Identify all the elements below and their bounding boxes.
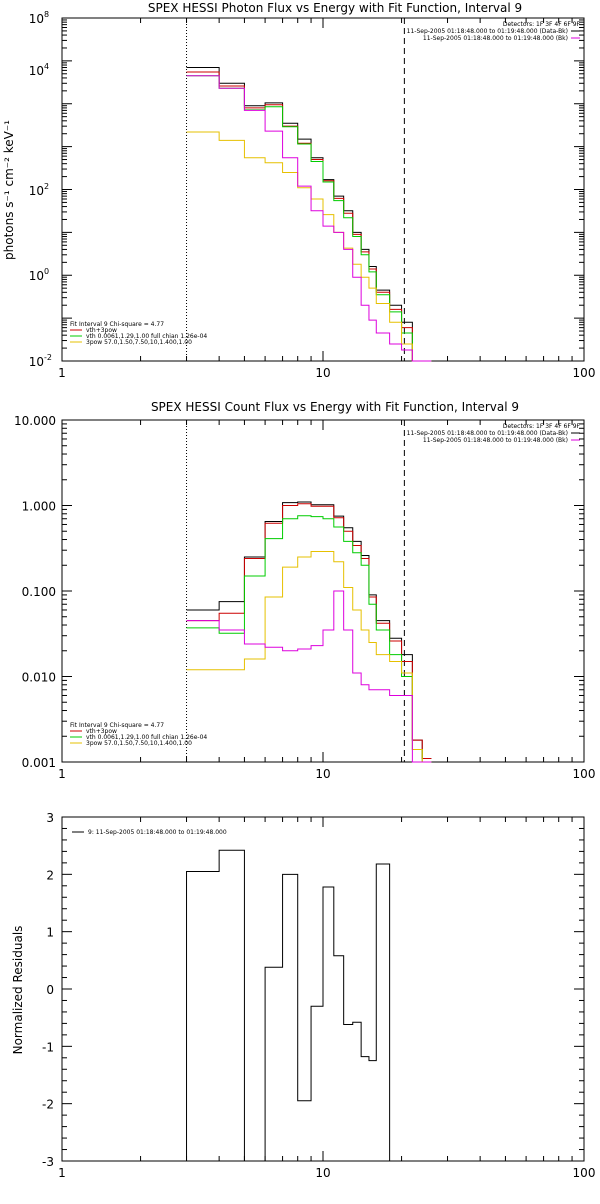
y-tick-label: 0 — [46, 983, 54, 997]
header-text: 11-Sep-2005 01:18:48.000 to 01:19:48.000… — [407, 430, 568, 437]
y-tick-label: 10 — [29, 184, 44, 198]
x-tick-label: 10 — [315, 366, 330, 380]
x-tick-label: 1 — [58, 366, 66, 380]
legend-title: Fit Interval 9 Chi-square = 4.77 — [70, 321, 164, 328]
y-tick-exponent: 4 — [44, 62, 49, 71]
header-text: 11-Sep-2005 01:18:48.000 to 01:19:48.000… — [407, 28, 568, 35]
y-tick-label: 2 — [46, 868, 54, 882]
legend-label: 3pow 57.0,1.50,7.50,10,1.400,1.00 — [86, 339, 192, 346]
y-tick-label: 0.100 — [22, 585, 56, 599]
legend-label: vth 0.0061,1.29,1.00 full chian 1.26e-04 — [86, 333, 207, 340]
y-tick-label: 3 — [46, 811, 54, 825]
series-line — [186, 590, 432, 763]
series-line — [186, 75, 432, 362]
x-tick-label: 10 — [315, 1166, 330, 1180]
y-tick-label: -1 — [42, 1040, 54, 1054]
y-tick-exponent: 2 — [44, 182, 49, 191]
header-text: Detectors: 1F 3F 4F 6F 9F — [503, 423, 581, 430]
series-line — [186, 67, 432, 362]
y-tick-exponent: 8 — [44, 10, 49, 19]
header-text: Detectors: 1F 3F 4F 6F 9F — [503, 21, 581, 28]
panel-title: SPEX HESSI Count Flux vs Energy with Fit… — [151, 400, 519, 414]
legend-label: vth 0.0061,1.29,1.00 full chian 1.26e-04 — [86, 734, 207, 741]
series-line — [186, 75, 432, 362]
x-tick-label: 100 — [573, 366, 596, 380]
series-line — [186, 71, 432, 362]
legend-label: 3pow 57.0,1.50,7.50,10,1.400,1.00 — [86, 740, 192, 747]
y-tick-label: 1 — [46, 926, 54, 940]
y-tick-label: 1.000 — [22, 500, 56, 514]
y-tick-exponent: -2 — [44, 353, 52, 362]
x-tick-label: 1 — [58, 767, 66, 781]
legend-label: vth+3pow — [86, 728, 117, 735]
series-line — [186, 515, 432, 763]
x-tick-label: 10 — [315, 767, 330, 781]
panel-title: SPEX HESSI Photon Flux vs Energy with Fi… — [148, 1, 522, 15]
y-tick-label: -2 — [42, 1098, 54, 1112]
photon-flux-panel: SPEX HESSI Photon Flux vs Energy with Fi… — [2, 1, 595, 380]
y-tick-label: 0.010 — [22, 671, 56, 685]
y-tick-exponent: 0 — [44, 267, 49, 276]
x-tick-label: 100 — [573, 767, 596, 781]
y-axis-label: photons s⁻¹ cm⁻² keV⁻¹ — [2, 120, 16, 260]
x-tick-label: 1 — [58, 1166, 66, 1180]
y-tick-label: 10 — [29, 355, 44, 369]
residuals-panel: Normalized Residuals 1 10 1003210-1-2-39: … — [11, 811, 595, 1180]
legend-title: Fit Interval 9 Chi-square = 4.77 — [70, 722, 164, 729]
header-text: 11-Sep-2005 01:18:48.000 to 01:19:48.000… — [423, 437, 568, 444]
y-tick-label: 10 — [29, 12, 44, 26]
legend-label: 9: 11-Sep-2005 01:18:48.000 to 01:19:48.… — [88, 829, 227, 836]
header-text: 11-Sep-2005 01:18:48.000 to 01:19:48.000… — [423, 35, 568, 42]
y-tick-label: -3 — [42, 1155, 54, 1169]
x-tick-label: 100 — [573, 1166, 596, 1180]
plot-area: 1 10 100 10.000 1.000 0.100 0.010 0.001 Detector… — [14, 414, 595, 781]
y-axis-label: Normalized Residuals — [11, 926, 25, 1055]
y-tick-label: 10 — [29, 269, 44, 283]
y-tick-label: 0.001 — [22, 756, 56, 770]
legend-label: vth+3pow — [86, 327, 117, 334]
count-flux-panel: SPEX HESSI Count Flux vs Energy with Fit… — [14, 400, 595, 781]
y-tick-label: 10.000 — [14, 414, 56, 428]
y-tick-label: 10 — [29, 64, 44, 78]
series-line — [186, 849, 402, 1162]
series-line — [186, 550, 432, 763]
